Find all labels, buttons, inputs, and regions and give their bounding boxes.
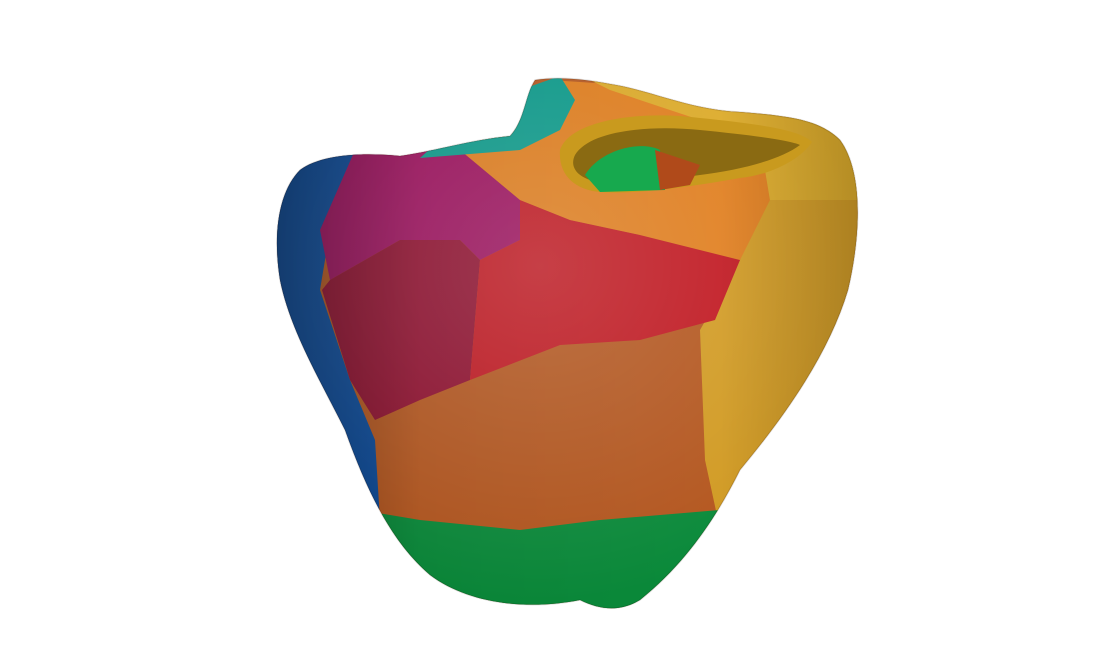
segment-inner-green	[585, 146, 665, 192]
valve-opening	[559, 115, 812, 193]
heart-outline	[276, 77, 859, 609]
